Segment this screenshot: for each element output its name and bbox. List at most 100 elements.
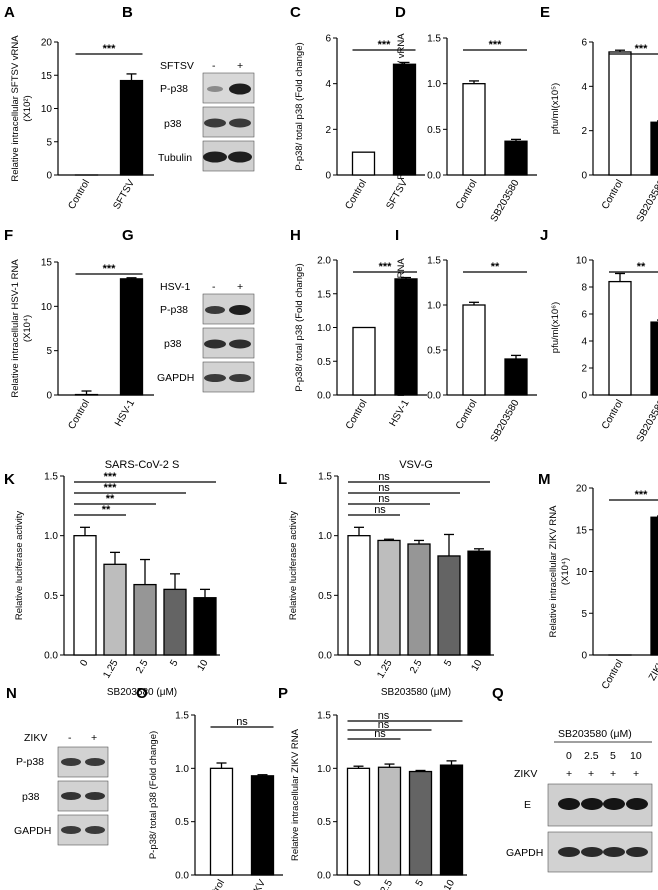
y-axis-label: P-p38/ total p38 (Fold change) [148,731,159,859]
y-tick-label: 2 [325,125,331,136]
x-tick-label: 5 [414,878,427,889]
blot-band [85,758,105,766]
significance-label: *** [489,39,503,51]
y-axis-label: Relative luciferase activity [14,511,25,621]
y-axis-label-unit: (X10²) [22,95,33,121]
blot-panel-n: N ZIKV - + P-p38 p38 GAPDH [6,685,109,846]
y-tick-label: 20 [576,484,588,495]
blot-row-label: GAPDH [157,372,194,384]
x-tick-label: SB203580 [635,178,658,224]
y-axis-label-unit: (X10⁴) [22,315,33,342]
lane-label: - [68,732,72,744]
y-tick-label: 2 [581,364,587,375]
panel-label: E [540,4,550,21]
blot-row-label: Tubulin [158,152,192,164]
x-tick-label: Control [66,178,92,211]
blot-band [229,83,251,95]
blot-band [229,305,251,315]
chart-panel-e: E 0 2 4 6 pfu/ml(x10⁵) Control SB203580 *** [540,4,658,224]
y-tick-label: 6 [581,310,587,321]
panel-label: M [538,471,551,488]
dose-label: 5 [610,750,616,762]
blot-row-label: p38 [164,338,182,350]
significance-label: ** [102,504,111,516]
panel-label: O [136,685,148,702]
panel-label-q: Q [492,685,504,702]
blot-header: ZIKV [514,768,537,780]
y-tick-label: 0.0 [44,651,58,662]
lane-label: + [588,768,594,780]
lane-label: - [212,60,216,72]
panel-label: H [290,227,301,244]
panel-label: C [290,4,301,21]
y-tick-label: 0.5 [317,357,331,368]
y-axis-label-unit: (X10⁴) [560,558,571,585]
significance-label: *** [635,43,649,55]
y-tick-label: 8 [581,283,587,294]
significance-label: ns [378,493,390,505]
x-tick-label: 5 [168,658,181,669]
chart-panel-m: M 0 5 10 15 20 Relative intracellular ZIKV RNA… [538,471,658,691]
x-tick-label: Control [454,178,480,211]
bar [650,121,658,176]
y-tick-label: 1.0 [317,764,331,775]
y-tick-label: 4 [581,82,587,93]
blot-row-label: P-p38 [160,304,188,316]
panel-label: D [395,4,406,21]
chart-title: SARS-CoV-2 S [105,459,180,471]
lane-label: + [633,768,639,780]
y-tick-label: 6 [325,34,331,45]
y-tick-label: 0.5 [427,125,441,136]
y-tick-label: 20 [41,38,53,49]
y-tick-label: 5 [46,137,52,148]
blot-band [204,374,226,382]
bar [608,51,632,176]
bar [133,583,157,656]
y-tick-label: 0 [581,651,587,662]
bar [462,83,486,176]
y-tick-label: 0.0 [317,391,331,402]
x-axis-label: SB203580 (μM) [107,687,177,698]
x-tick-label: 10 [442,878,457,890]
y-tick-label: 5 [581,609,587,620]
x-tick-label: Control [600,178,626,211]
x-tick-label: 1.25 [375,658,394,681]
chart-panel-j: J 0 2 4 6 8 10 pfu/ml(x10⁶) Control SB203580 ** [540,227,658,444]
y-axis-label: pfu/ml(x10⁶) [550,302,561,353]
panel-label-b: B [122,4,133,21]
x-tick-label: 0 [352,658,365,669]
bar [209,767,234,876]
y-tick-label: 1.5 [318,472,332,483]
lane-label: + [237,60,243,72]
panel-label-g: G [122,227,134,244]
y-axis-label: Relative intracellular SFTSV vRNA [10,35,21,182]
bar [346,767,371,876]
y-tick-label: 0.0 [317,871,331,882]
x-tick-label: Control [343,178,369,211]
y-tick-label: 1.0 [175,764,189,775]
chart-panel-k: K SARS-CoV-2 S 0.0 0.5 1.0 1.5 Relative lucife… [4,459,220,698]
y-tick-label: 4 [581,337,587,348]
blot-row-label: P-p38 [160,83,188,95]
significance-label: ns [374,504,386,516]
blot-row-label: GAPDH [14,825,51,837]
blot-treatment: SB203580 (μM) [558,728,632,740]
y-tick-label: 10 [576,567,588,578]
blot-band [558,847,580,857]
blot-header: SFTSV [160,60,194,72]
x-tick-label: SB203580 [489,178,522,224]
y-tick-label: 1.5 [317,289,331,300]
blot-band [228,151,252,163]
y-tick-label: 0 [46,391,52,402]
blot-band [203,151,227,163]
x-tick-label: Control [201,878,227,890]
dose-label: 2.5 [584,750,599,762]
blot-row-label: GAPDH [506,847,543,859]
bar [193,597,217,656]
significance-label: *** [104,482,118,494]
y-axis-label: pfu/ml(x10⁵) [550,83,561,134]
blot-header: HSV-1 [160,281,191,293]
x-tick-label: 10 [470,658,485,674]
x-tick-label: SFTSV [111,178,137,212]
y-axis-label: P-p38/ total p38 (Fold change) [294,263,305,391]
